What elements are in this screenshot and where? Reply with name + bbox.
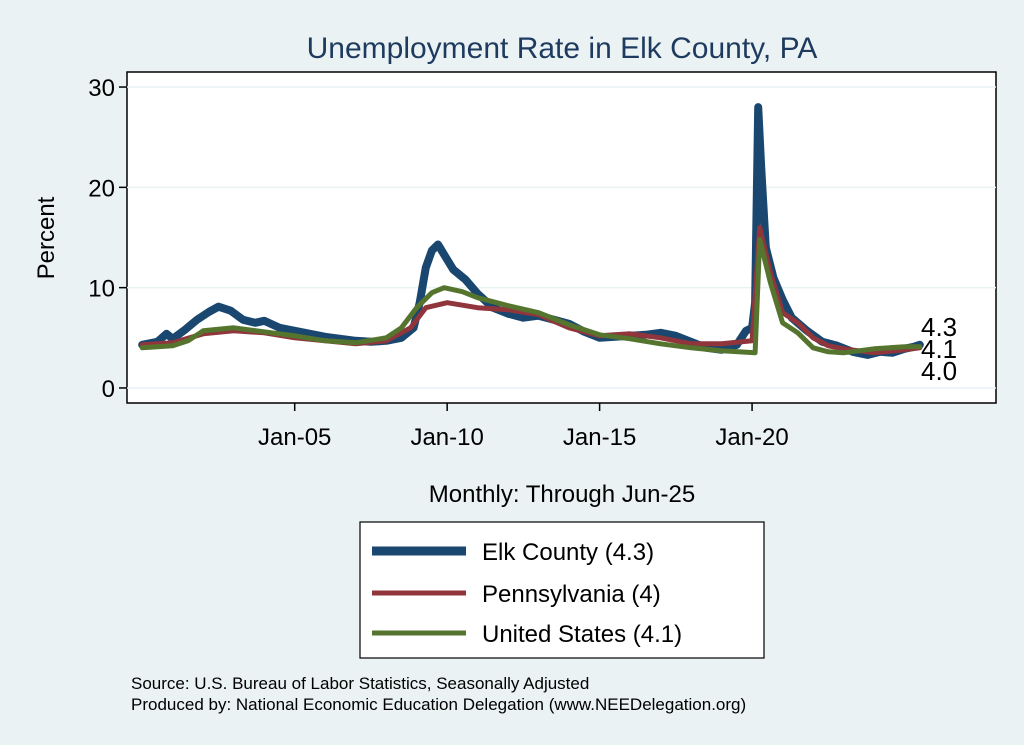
end-label-elk-county: 4.3: [921, 312, 957, 342]
x-axis-label: Monthly: Through Jun-25: [429, 481, 695, 508]
series-line-united-states: [139, 237, 923, 356]
x-tick-label-Jan-15: Jan-15: [563, 424, 636, 451]
x-axis: Jan-05 Jan-10 Jan-15 Jan-20: [258, 403, 789, 451]
end-label-pennsylvania: 4.0: [921, 356, 957, 386]
gridlines: [127, 86, 996, 389]
legend-label-elk-county: Elk County (4.3): [482, 539, 654, 566]
chart-title: Unemployment Rate in Elk County, PA: [307, 32, 818, 65]
legend: Elk County (4.3) Pennsylvania (4) United…: [359, 521, 765, 659]
y-axis: 0 10 20 30: [88, 75, 127, 403]
end-label-united-states: 4.1: [921, 334, 957, 364]
y-axis-label: Percent: [33, 196, 60, 279]
legend-label-pennsylvania: Pennsylvania (4): [482, 581, 661, 608]
x-tick-label-Jan-10: Jan-10: [410, 424, 483, 451]
x-tick-label-Jan-05: Jan-05: [258, 424, 331, 451]
y-tick-label-20: 20: [88, 175, 115, 202]
x-tick-label-Jan-20: Jan-20: [715, 424, 788, 451]
y-tick-label-30: 30: [88, 75, 115, 102]
y-tick-label-0: 0: [102, 376, 115, 403]
source-note: Source: U.S. Bureau of Labor Statistics,…: [131, 674, 589, 693]
series-line-elk-county: [138, 103, 924, 359]
legend-label-united-states: United States (4.1): [482, 621, 682, 648]
series-lines: [138, 103, 924, 359]
y-tick-label-10: 10: [88, 276, 115, 303]
producer-note: Produced by: National Economic Education…: [131, 695, 746, 714]
